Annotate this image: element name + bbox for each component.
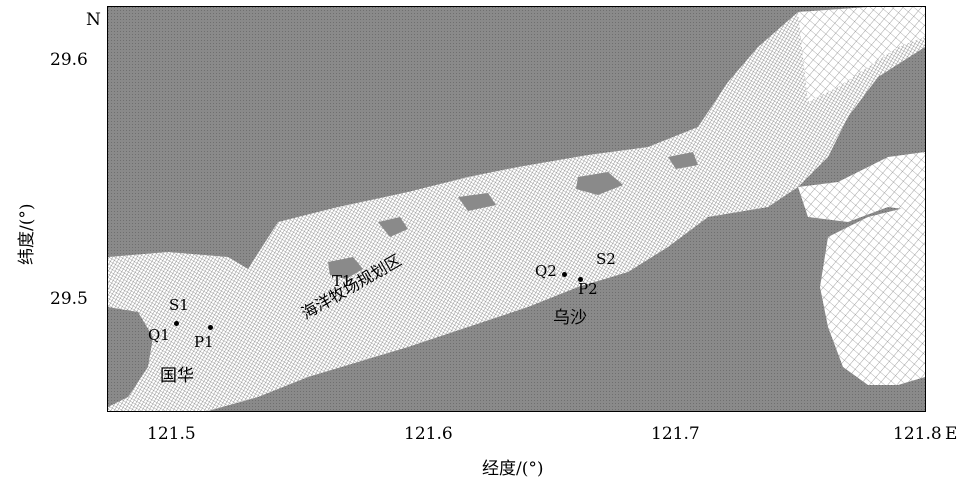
y-axis-title: 纬度/(°) — [17, 203, 37, 266]
east-bay-mesh — [820, 207, 925, 385]
x-tick-121-5: 121.5 — [147, 424, 196, 444]
station-Q2-marker — [562, 272, 567, 277]
island — [668, 152, 698, 169]
station-S1-marker — [174, 321, 179, 326]
coast-land — [108, 307, 153, 407]
station-P1-label: P1 — [194, 333, 214, 351]
station-P1-marker — [208, 325, 213, 330]
station-T1-label: T1 — [332, 272, 352, 290]
mesh-map-graphic — [108, 7, 925, 411]
island — [576, 172, 623, 195]
island — [378, 217, 408, 237]
x-tick-121-6: 121.6 — [404, 424, 453, 444]
north-channel-mesh — [798, 7, 925, 102]
map-panel: S1 Q1 P1 T1 Q2 S2 P2 国华 乌沙 海洋牧场规划区 — [107, 6, 926, 412]
east-strip-mesh — [798, 152, 925, 222]
x-tick-121-7: 121.7 — [651, 424, 700, 444]
station-Q2-label: Q2 — [535, 262, 557, 280]
x-axis-east-label: E — [945, 424, 958, 444]
y-tick-29-5: 29.5 — [50, 289, 88, 309]
station-Q1-label: Q1 — [148, 326, 170, 344]
y-tick-29-6: 29.6 — [50, 50, 88, 70]
station-S1-label: S1 — [169, 296, 189, 314]
place-guohua: 国华 — [160, 366, 194, 386]
x-tick-121-8: 121.8 — [893, 424, 942, 444]
station-S2-label: S2 — [596, 250, 616, 268]
x-axis-title: 经度/(°) — [482, 459, 544, 479]
place-wusha: 乌沙 — [553, 308, 587, 328]
station-P2-label: P2 — [578, 280, 598, 298]
y-axis-north-label: N — [86, 10, 101, 30]
station-P2-marker — [578, 277, 583, 282]
island — [458, 193, 496, 211]
estuary-mesh — [108, 7, 925, 411]
island — [328, 257, 363, 279]
